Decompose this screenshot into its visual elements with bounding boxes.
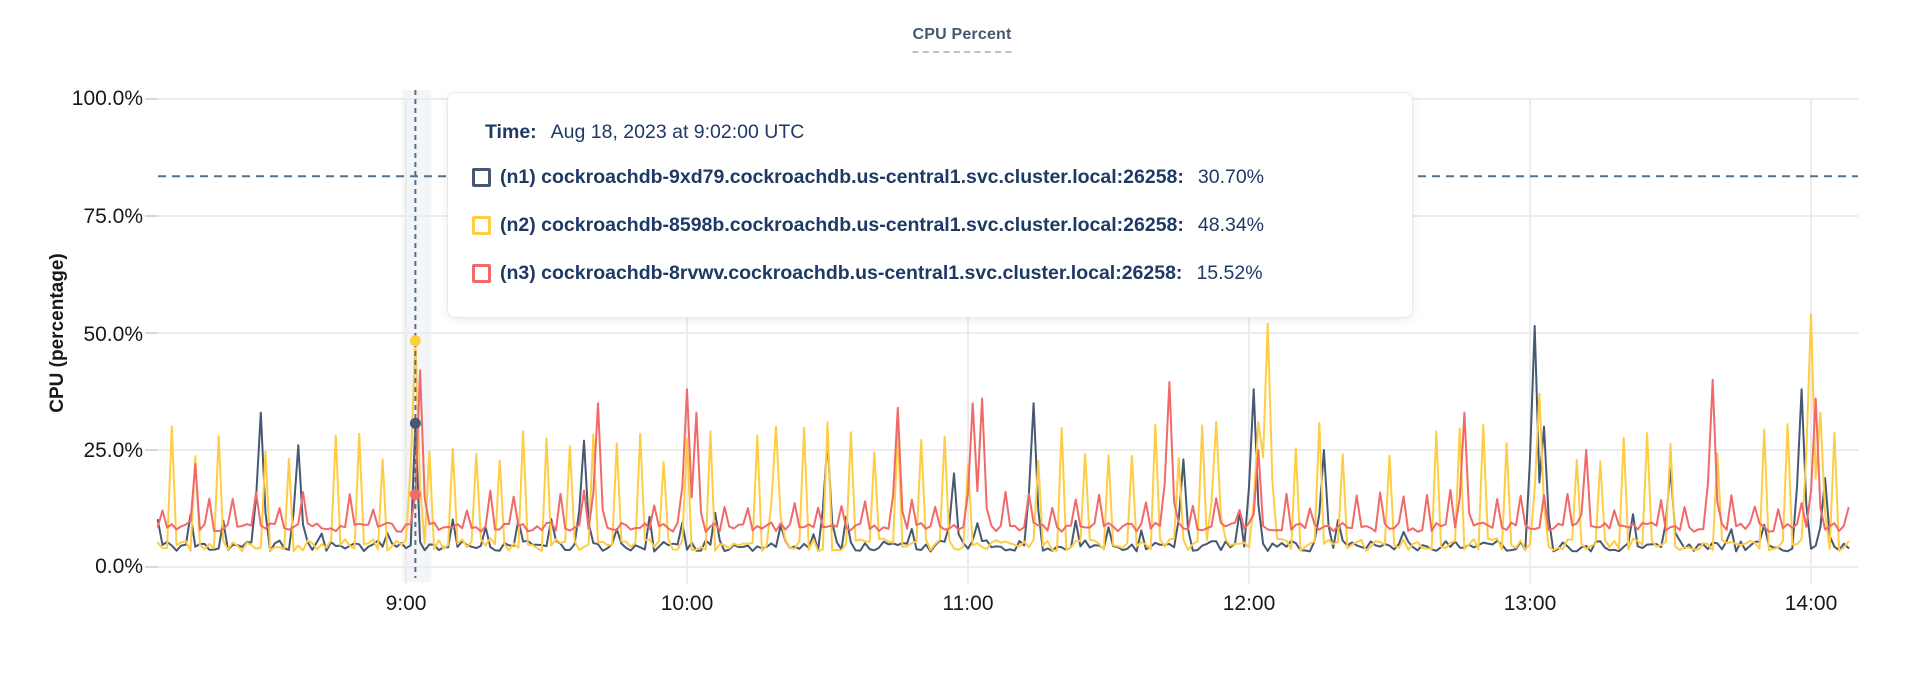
series-swatch-n2 [472,215,491,235]
series-line-n1 [156,325,1850,553]
y-tick-label: 75.0% [83,205,143,228]
series-swatch-n3 [472,263,491,283]
x-tick-label: 14:00 [1784,592,1838,615]
x-tick-label: 9:00 [385,592,427,615]
hover-point-n2 [409,335,421,347]
series-label-n2: (n2) cockroachdb-8598b.cockroachdb.us-ce… [500,213,1184,236]
tooltip-series-row: (n3) cockroachdb-8rvwv.cockroachdb.us-ce… [472,261,1388,285]
y-tick-label: 0.0% [95,555,143,578]
x-tick-label: 10:00 [660,592,714,615]
series-value-n2: 48.34% [1197,213,1265,236]
series-line-n2 [156,313,1850,553]
tooltip-time-label: Time: [485,120,537,143]
hover-point-n3 [409,488,421,500]
tooltip-time-value: Aug 18, 2023 at 9:02:00 UTC [550,120,805,143]
series-line-n3 [156,369,1850,533]
series-label-n1: (n1) cockroachdb-9xd79.cockroachdb.us-ce… [500,165,1184,188]
chart-hover-tooltip: Time: Aug 18, 2023 at 9:02:00 UTC (n1) c… [447,92,1413,318]
x-tick-label: 12:00 [1222,592,1276,615]
tooltip-time-row: Time: Aug 18, 2023 at 9:02:00 UTC [485,120,1388,144]
hover-point-n1 [409,417,421,429]
series-swatch-n1 [472,167,491,187]
x-tick-label: 11:00 [942,592,994,615]
tooltip-series-row: (n1) cockroachdb-9xd79.cockroachdb.us-ce… [472,165,1388,189]
series-value-n3: 15.52% [1196,261,1263,284]
x-tick-label: 13:00 [1503,592,1557,615]
series-label-n3: (n3) cockroachdb-8rvwv.cockroachdb.us-ce… [500,261,1183,284]
series-value-n1: 30.70% [1197,165,1265,188]
chart-title[interactable]: CPU Percent [912,26,1012,53]
y-tick-label: 100.0% [71,87,143,110]
tooltip-series-row: (n2) cockroachdb-8598b.cockroachdb.us-ce… [472,213,1388,237]
y-tick-label: 50.0% [83,323,143,346]
y-tick-label: 25.0% [83,439,143,462]
